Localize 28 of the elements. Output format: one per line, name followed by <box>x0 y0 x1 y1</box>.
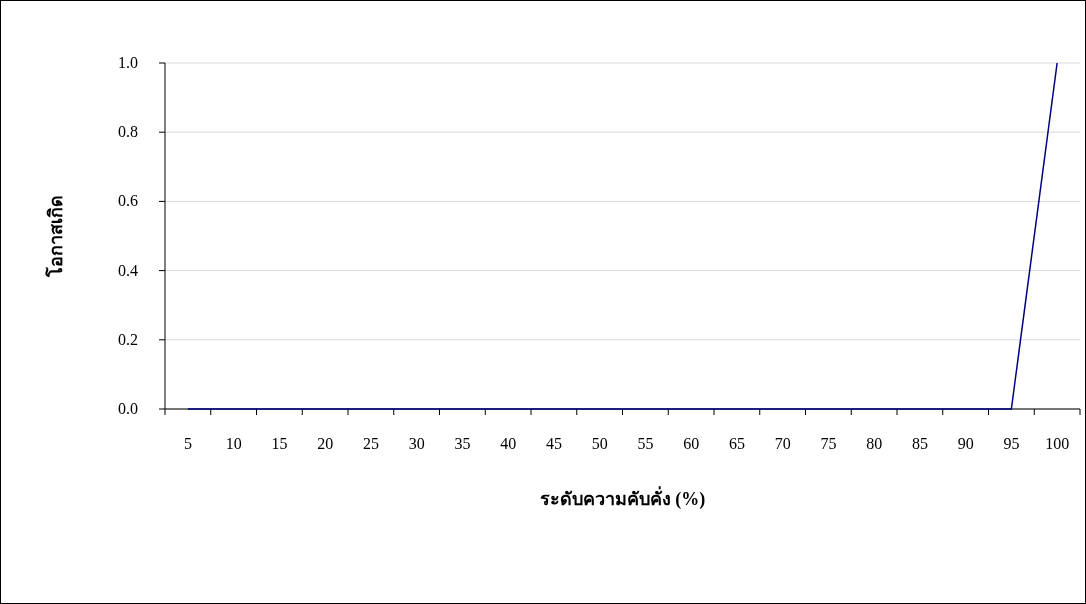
y-tick-label: 0.2 <box>118 330 138 348</box>
x-tick-label: 35 <box>454 435 471 452</box>
y-tick-label: 0.8 <box>118 123 138 141</box>
x-tick-label: 5 <box>183 435 192 452</box>
y-axis-title: โอกาสเกิด <box>45 195 66 278</box>
x-tick-label: 25 <box>362 435 379 452</box>
x-tick-label: 90 <box>957 435 974 452</box>
x-tick-label: 65 <box>728 435 745 452</box>
x-tick-label: 85 <box>911 435 928 452</box>
x-tick-label: 80 <box>866 435 883 452</box>
x-tick-label: 75 <box>820 435 837 452</box>
y-tick-label: 0.6 <box>118 192 138 210</box>
x-tick-label: 70 <box>774 435 791 452</box>
x-tick-label: 15 <box>271 435 288 452</box>
x-tick-label: 50 <box>591 435 608 452</box>
y-tick-label: 1.0 <box>118 54 138 71</box>
x-axis-title: ระดับความคับคั่ง (%) <box>539 486 706 510</box>
x-tick-label: 10 <box>225 435 242 452</box>
x-tick-label: 20 <box>317 435 334 452</box>
x-tick-label: 40 <box>500 435 517 452</box>
x-tick-label: 100 <box>1045 435 1070 452</box>
x-tick-label: 30 <box>408 435 425 452</box>
x-tick-label: 55 <box>637 435 654 452</box>
y-tick-label: 0.0 <box>118 400 138 417</box>
x-tick-label: 95 <box>1003 435 1020 452</box>
x-tick-label: 45 <box>545 435 562 452</box>
y-tick-label: 0.4 <box>118 261 138 279</box>
x-tick-label: 60 <box>683 435 700 452</box>
